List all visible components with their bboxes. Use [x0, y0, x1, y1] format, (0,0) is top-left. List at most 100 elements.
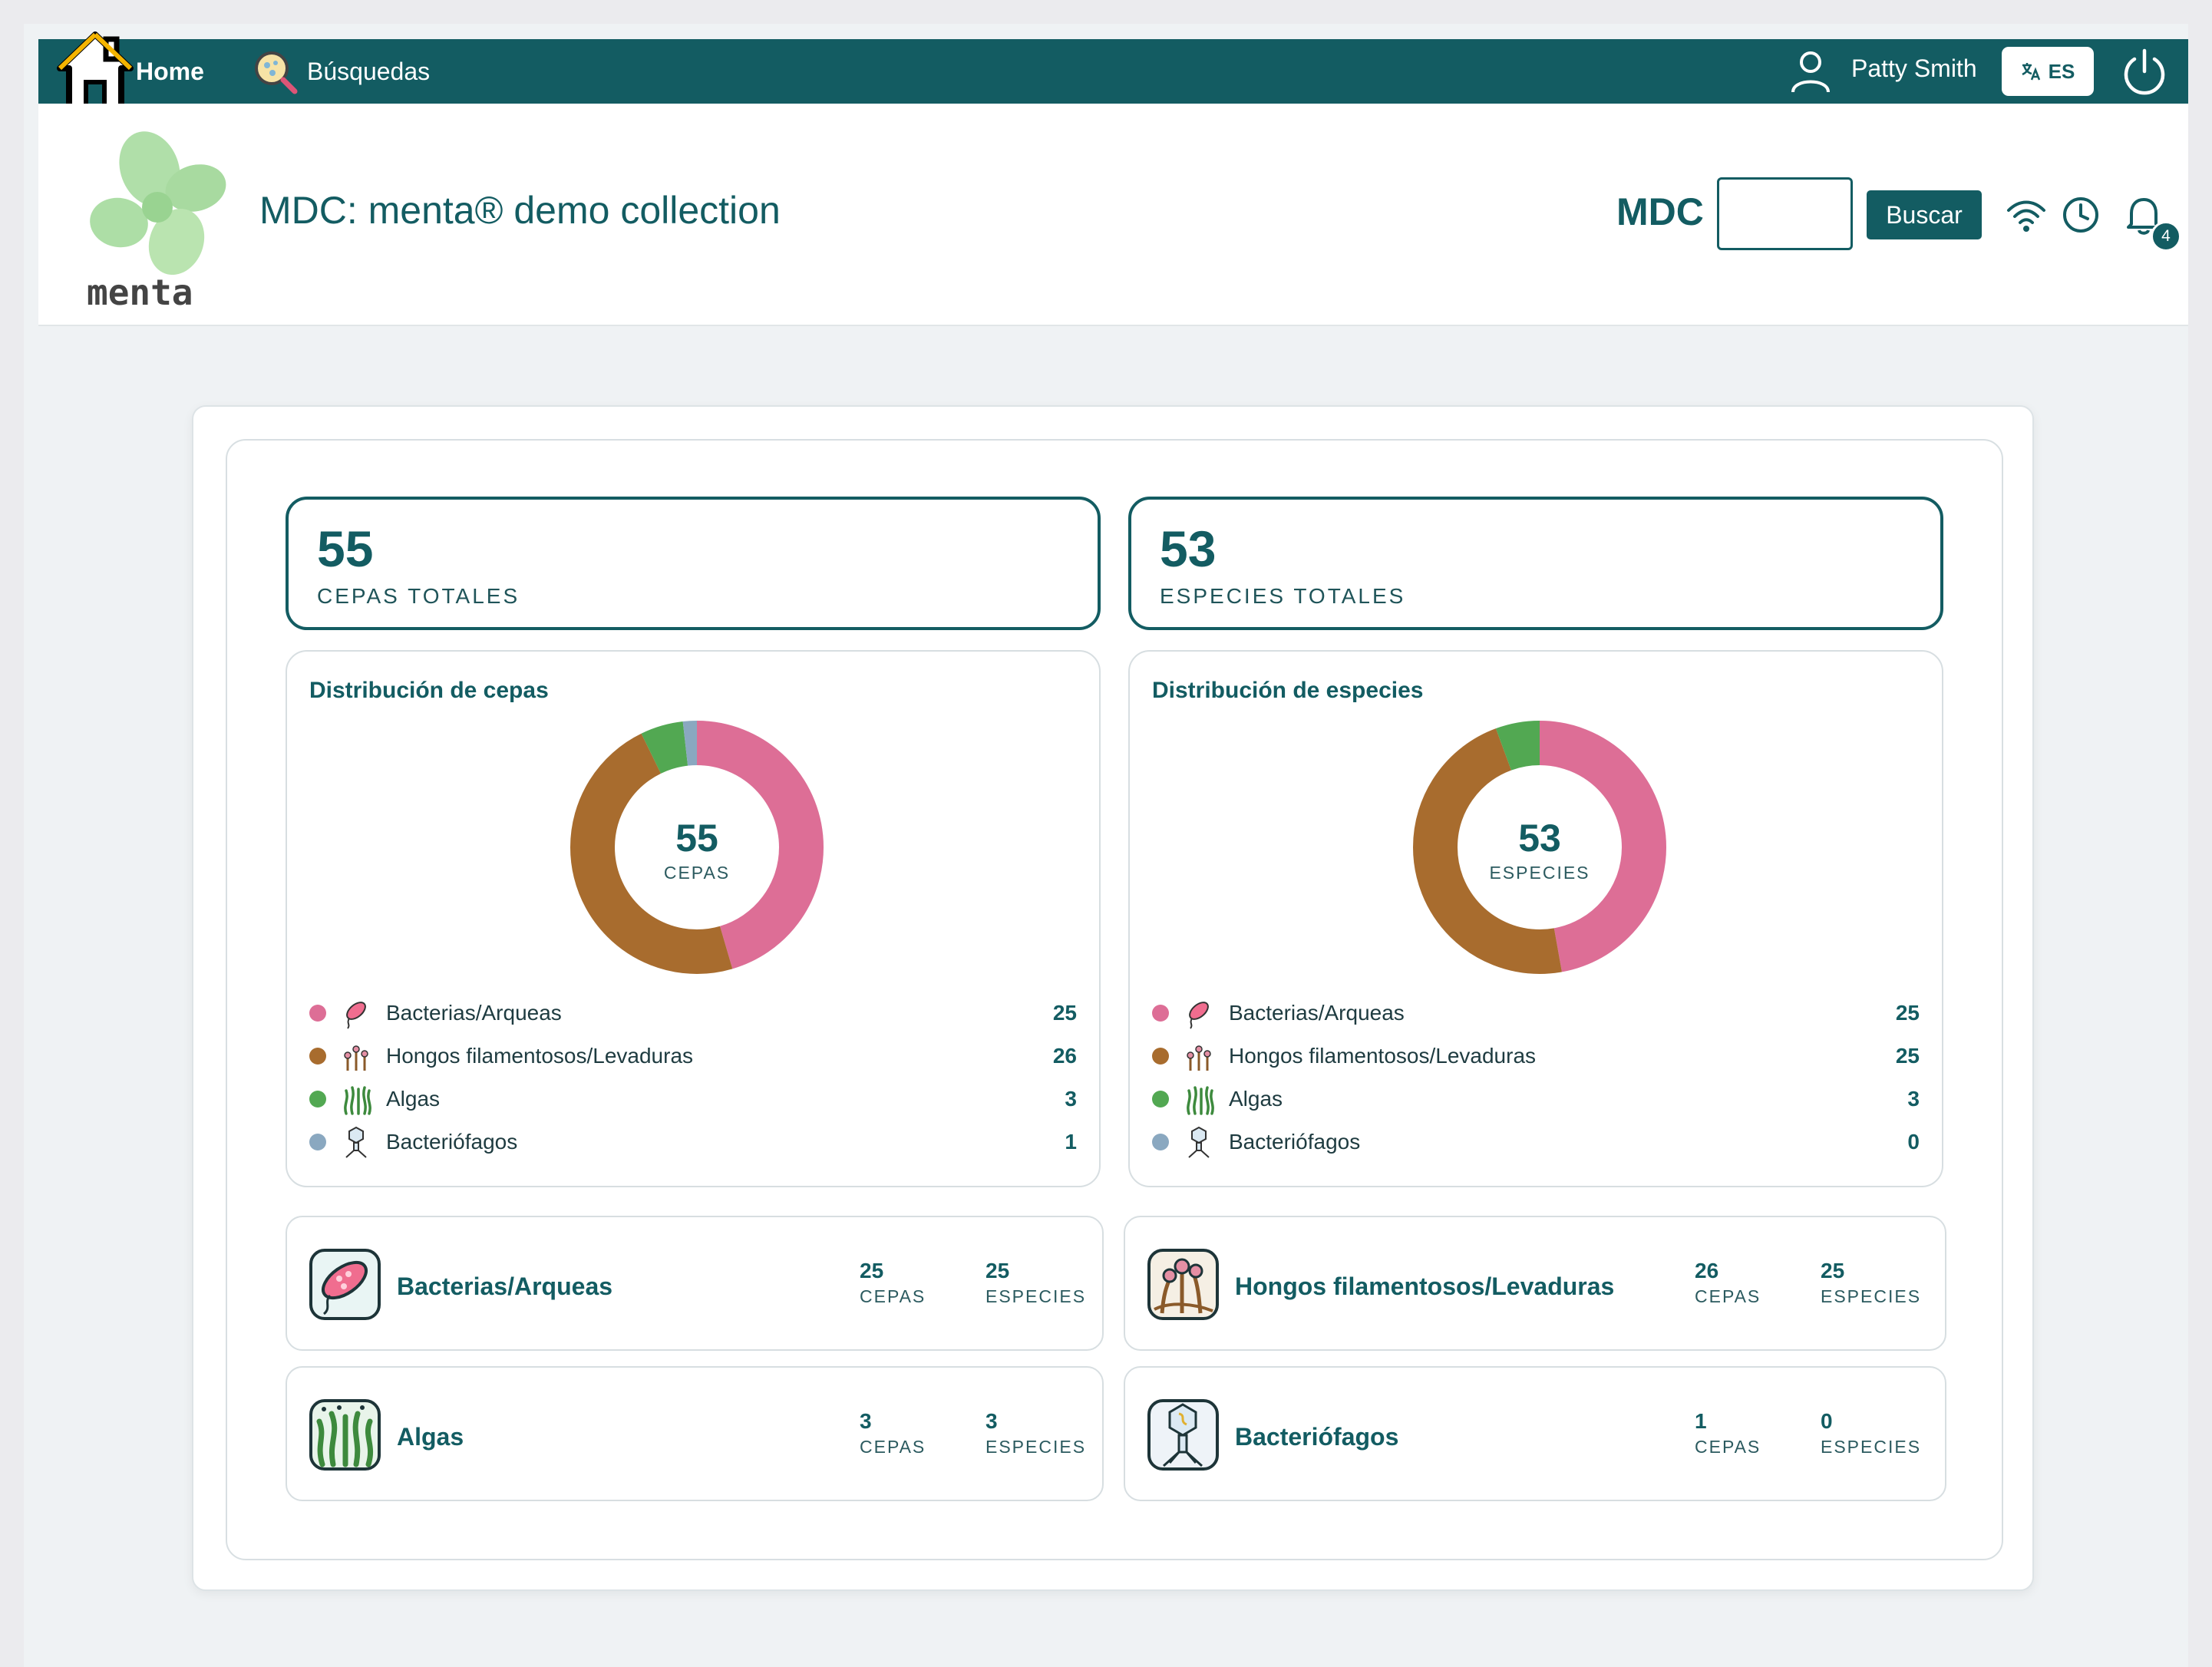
- legend-color-dot: [309, 1134, 326, 1150]
- legend-item[interactable]: Bacterias/Arqueas 25: [1152, 997, 1920, 1029]
- notification-count-badge: 4: [2151, 221, 2181, 252]
- legend-value: 25: [1895, 1001, 1920, 1025]
- species-label: ESPECIES: [1821, 1437, 1922, 1457]
- legend-label: Hongos filamentosos/Levaduras: [1229, 1044, 1537, 1068]
- category-name: Bacteriófagos: [1235, 1423, 1399, 1451]
- language-button[interactable]: ES: [2002, 47, 2094, 96]
- species-donut-center-label: ESPECIES: [1489, 863, 1590, 883]
- category-strains-stat: 25 CEPAS: [860, 1259, 926, 1307]
- legend-item[interactable]: Algas 3: [309, 1083, 1077, 1115]
- total-species-label: ESPECIES TOTALES: [1160, 584, 1406, 608]
- total-strains-label: CEPAS TOTALES: [317, 584, 520, 608]
- total-species-card: 53 ESPECIES TOTALES: [1128, 497, 1943, 630]
- legend-item[interactable]: Bacterias/Arqueas 25: [309, 997, 1077, 1029]
- search-button[interactable]: Buscar: [1867, 190, 1982, 239]
- page-header: menta MDC: menta® demo collection MDC Bu…: [38, 104, 2188, 326]
- fungi-icon: [1187, 1045, 1211, 1071]
- legend-value: 25: [1895, 1044, 1920, 1068]
- species-label: ESPECIES: [985, 1286, 1087, 1306]
- power-icon[interactable]: [2121, 47, 2168, 96]
- legend-label: Algas: [386, 1087, 441, 1111]
- page-title: MDC: menta® demo collection: [259, 189, 781, 232]
- strains-count: 3: [860, 1409, 872, 1433]
- legend-color-dot: [309, 1048, 326, 1065]
- search-microbe-icon[interactable]: [252, 48, 299, 96]
- category-name: Algas: [397, 1423, 464, 1451]
- legend-color-dot: [1152, 1134, 1169, 1150]
- top-navbar: Home Búsquedas Patty Smith ES: [38, 31, 2188, 111]
- legend-item[interactable]: Hongos filamentosos/Levaduras 25: [1152, 1040, 1920, 1071]
- user-name[interactable]: Patty Smith: [1851, 54, 1977, 82]
- user-icon[interactable]: [1790, 49, 1831, 94]
- category-card-fungi[interactable]: Hongos filamentosos/Levaduras 26 CEPAS 2…: [1124, 1216, 1946, 1351]
- category-card-bacteriophage[interactable]: Bacteriófagos 1 CEPAS 0 ESPECIES: [1124, 1366, 1946, 1501]
- legend-item[interactable]: Bacteriófagos 1: [309, 1126, 1077, 1158]
- species-count: 0: [1821, 1409, 1833, 1433]
- strains-count: 1: [1695, 1409, 1707, 1433]
- bacteria-icon: [346, 1002, 366, 1029]
- strains-distribution-card: Distribución de cepas 55 CEPAS Bacterias…: [286, 650, 1101, 1187]
- collection-code: MDC: [1616, 190, 1704, 233]
- category-species-stat: 25 ESPECIES: [985, 1259, 1086, 1307]
- strains-donut-chart: [570, 721, 824, 974]
- bacteria-icon: [309, 1249, 381, 1320]
- mdc-search-input[interactable]: [1717, 177, 1853, 250]
- strains-count: 26: [1695, 1259, 1719, 1282]
- legend-item[interactable]: Bacteriófagos 0: [1152, 1126, 1920, 1158]
- strains-donut-center-value: 55: [675, 817, 718, 860]
- legend-item[interactable]: Hongos filamentosos/Levaduras 26: [309, 1040, 1077, 1071]
- bacteriophage-icon: [1188, 1126, 1210, 1158]
- category-card-bacteria[interactable]: Bacterias/Arqueas 25 CEPAS 25 ESPECIES: [286, 1216, 1104, 1351]
- strains-label: CEPAS: [1695, 1286, 1761, 1306]
- bacteriophage-icon: [345, 1126, 367, 1158]
- donut-segment-algae[interactable]: [1413, 721, 1666, 974]
- legend-label: Algas: [1229, 1087, 1283, 1111]
- wifi-icon[interactable]: [2006, 198, 2047, 233]
- legend-value: 26: [1052, 1044, 1077, 1068]
- category-species-stat: 25 ESPECIES: [1821, 1259, 1921, 1307]
- notification-bell-icon[interactable]: [2124, 193, 2164, 238]
- nav-home-link[interactable]: Home: [136, 58, 204, 85]
- category-card-algae[interactable]: Algas 3 CEPAS 3 ESPECIES: [286, 1366, 1104, 1501]
- legend-color-dot: [1152, 1048, 1169, 1065]
- category-strains-stat: 1 CEPAS: [1695, 1409, 1761, 1457]
- legend-value: 3: [1065, 1087, 1077, 1111]
- nav-searches-link[interactable]: Búsquedas: [307, 58, 431, 85]
- species-donut-chart: [1413, 721, 1666, 974]
- strains-count: 25: [860, 1259, 884, 1282]
- legend-label: Bacteriófagos: [1229, 1130, 1361, 1154]
- donut-segment-fungi[interactable]: [570, 721, 824, 974]
- species-label: ESPECIES: [1821, 1286, 1922, 1306]
- legend-label: Bacteriófagos: [386, 1130, 518, 1154]
- language-label: ES: [2048, 59, 2075, 83]
- donut-segment-fungi[interactable]: [1413, 721, 1666, 974]
- legend-color-dot: [309, 1005, 326, 1022]
- strains-label: CEPAS: [1695, 1437, 1761, 1457]
- strains-label: CEPAS: [860, 1286, 926, 1306]
- legend-color-dot: [1152, 1091, 1169, 1107]
- legend-value: 3: [1907, 1087, 1920, 1111]
- species-distribution-card: Distribución de especies 53 ESPECIES Bac…: [1128, 650, 1943, 1187]
- legend-value: 25: [1052, 1001, 1077, 1025]
- history-clock-icon[interactable]: [2062, 196, 2100, 234]
- species-label: ESPECIES: [985, 1437, 1087, 1457]
- algae-icon: [1187, 1086, 1214, 1115]
- legend-label: Bacterias/Arqueas: [1229, 1001, 1405, 1025]
- legend-item[interactable]: Algas 3: [1152, 1083, 1920, 1115]
- legend-color-dot: [1152, 1005, 1169, 1022]
- app-window: Home Búsquedas Patty Smith ES: [24, 24, 2188, 1667]
- species-count: 3: [985, 1409, 998, 1433]
- species-distribution-title: Distribución de especies: [1152, 678, 1424, 703]
- dashboard-container: 55 CEPAS TOTALES 53 ESPECIES TOTALES Dis…: [192, 405, 2034, 1591]
- legend-label: Hongos filamentosos/Levaduras: [386, 1044, 694, 1068]
- home-icon[interactable]: [55, 28, 135, 113]
- dashboard-panel: 55 CEPAS TOTALES 53 ESPECIES TOTALES Dis…: [226, 439, 2003, 1560]
- legend-value: 1: [1065, 1130, 1077, 1154]
- algae-icon: [309, 1399, 381, 1471]
- legend-value: 0: [1907, 1130, 1920, 1154]
- total-species-value: 53: [1160, 520, 1217, 577]
- category-species-stat: 0 ESPECIES: [1821, 1409, 1921, 1457]
- bacteriophage-icon: [1147, 1399, 1219, 1471]
- donut-segment-bacteriophage[interactable]: [570, 721, 824, 974]
- category-name: Bacterias/Arqueas: [397, 1273, 613, 1300]
